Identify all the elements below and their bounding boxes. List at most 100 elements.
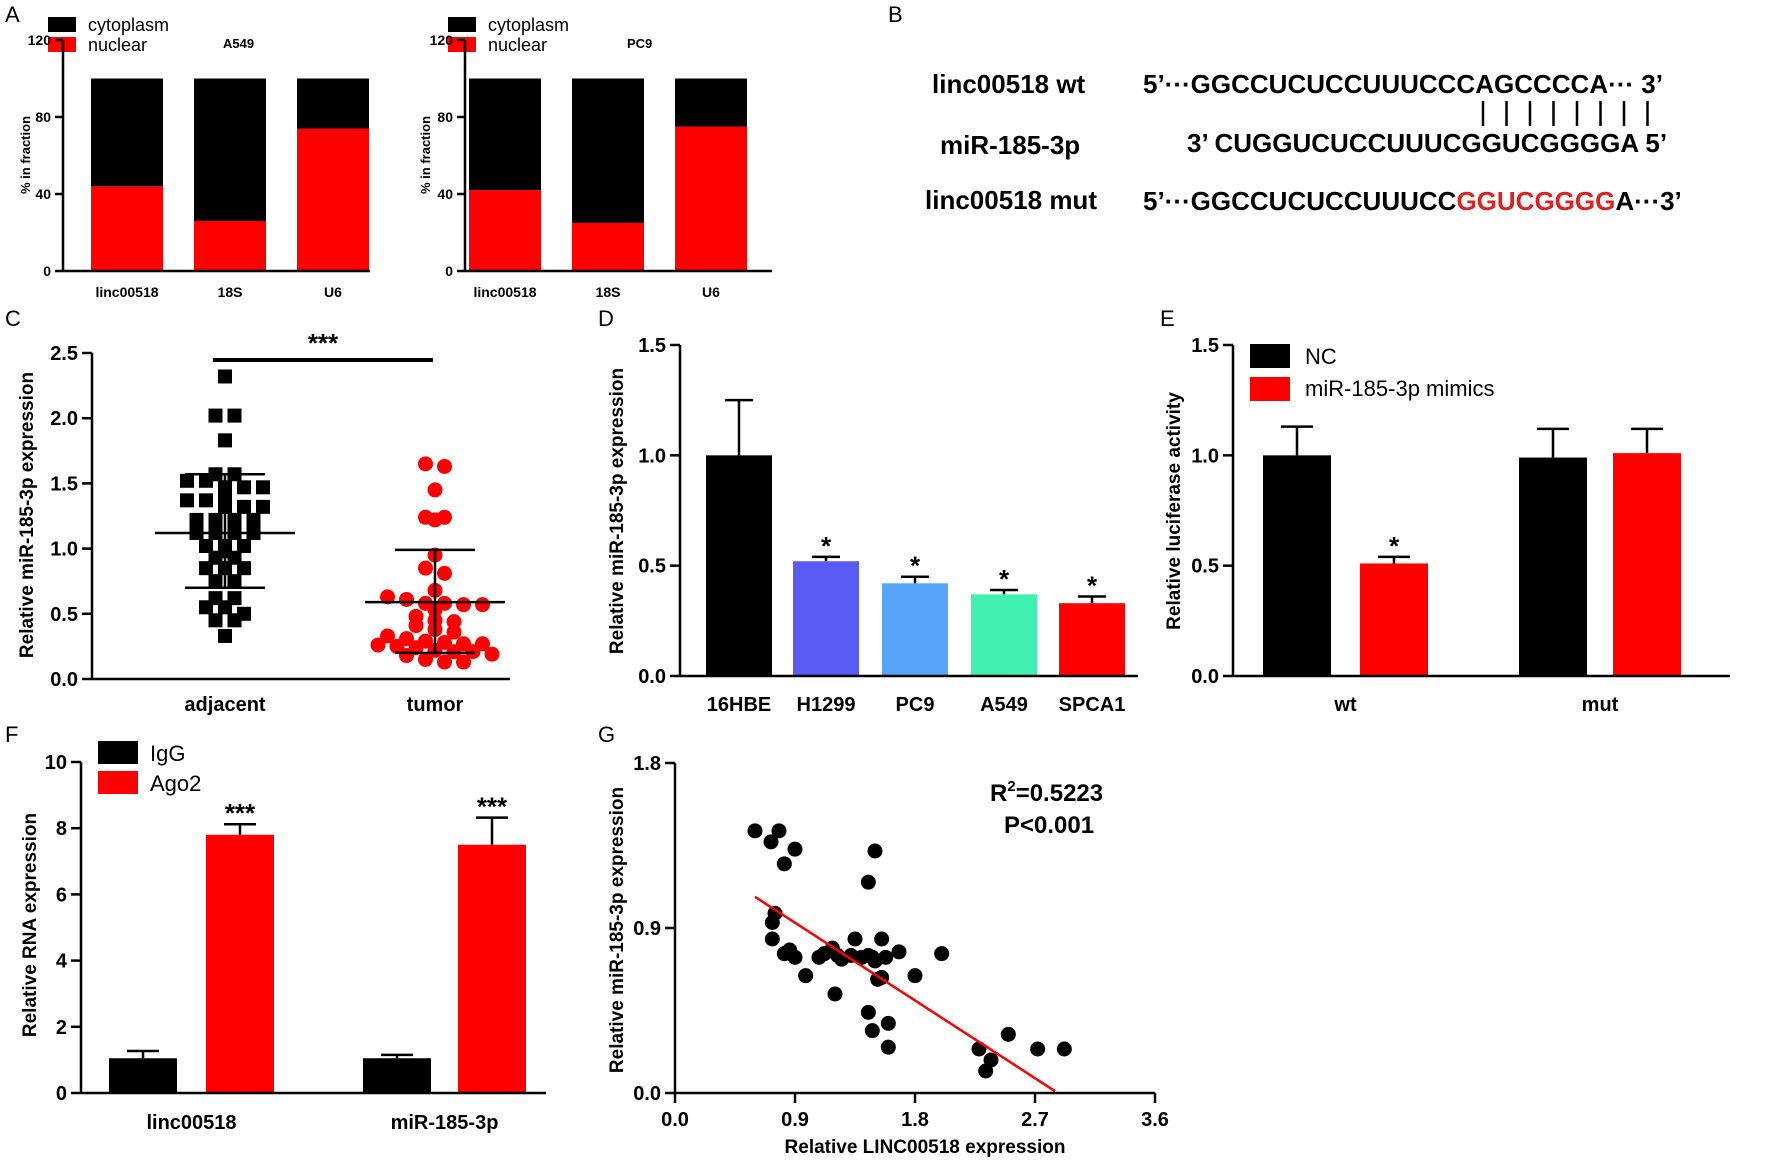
- mut-label: linc00518 mut: [925, 185, 1097, 215]
- data-point-tumor: [399, 591, 414, 607]
- bar-mimics: [1613, 453, 1681, 676]
- data-point-tumor: [418, 595, 433, 611]
- r-squared-label: R2=0.5223: [990, 778, 1103, 807]
- panel-label-g: G: [598, 722, 615, 747]
- data-point: [907, 968, 923, 984]
- panel-label-d: D: [598, 306, 614, 331]
- y-tick-label: 2: [56, 1017, 67, 1039]
- x-tick-label: 2.7: [1021, 1109, 1049, 1131]
- bar: [1059, 603, 1125, 676]
- panel-label-e: E: [1160, 306, 1175, 331]
- data-point-adjacent: [227, 591, 242, 606]
- legend-label-cytoplasm: cytoplasm: [88, 15, 169, 35]
- x-tick-label: PC9: [896, 694, 935, 716]
- bar-nc: [1263, 455, 1331, 676]
- panel-e-chart: Relative luciferase activity NC miR-185-…: [1164, 335, 1730, 716]
- x-tick-label: 1.8: [901, 1109, 929, 1131]
- data-point: [1000, 1026, 1016, 1042]
- x-tick-label: H1299: [797, 694, 856, 716]
- data-point-tumor: [437, 654, 452, 670]
- y-tick-label: 8: [56, 818, 67, 840]
- data-point: [827, 986, 843, 1002]
- wt-sequence: 5’···GGCCUCUCCUUUCCCAGCCCCA··· 3’: [1143, 69, 1663, 99]
- data-point-adjacent: [208, 574, 223, 589]
- legend-swatch-igg: [98, 741, 138, 764]
- data-point: [776, 856, 792, 872]
- data-point-adjacent: [237, 606, 251, 621]
- panel-c-chart: Relative miR-185-3p expression 0.0 0.5 1.0…: [17, 328, 510, 716]
- data-point-tumor: [418, 633, 433, 649]
- x-tick-label: U6: [702, 284, 720, 300]
- bar-significance: ***: [477, 792, 508, 822]
- data-point-adjacent: [208, 613, 223, 628]
- x-tick-label: 3.6: [1141, 1109, 1169, 1131]
- mut-sequence: 5’···GGCCUCUCCUUUCCGGUCGGGGA···3’: [1143, 186, 1682, 216]
- y-tick-label: 0.0: [50, 669, 78, 691]
- y-axis-label: Relative luciferase activity: [1164, 392, 1185, 630]
- panel-a-right-chart: cytoplasm nuclear PC9 % in fraction 0 40 8…: [418, 15, 772, 300]
- data-point: [860, 1004, 876, 1020]
- data-point-adjacent: [237, 480, 251, 495]
- data-point-tumor: [380, 628, 395, 644]
- y-tick-label: 4: [56, 951, 68, 973]
- panel-b-sequences: linc00518 wt miR-185-3p linc00518 mut 5’…: [925, 69, 1682, 216]
- x-tick-label: adjacent: [184, 694, 265, 716]
- data-point-adjacent: [237, 499, 251, 514]
- bar-significance: *: [999, 564, 1010, 594]
- y-tick-label: 6: [56, 884, 67, 906]
- mut-tail: A: [1615, 186, 1634, 216]
- y-tick-label: 40: [437, 186, 453, 202]
- bar-cytoplasm: [297, 78, 369, 129]
- y-tick-label: 0: [43, 263, 51, 279]
- data-point-tumor: [418, 651, 433, 667]
- data-point: [847, 931, 863, 947]
- panel-d-chart: Relative miR-185-3p expression 0.0 0.5 1.0…: [607, 335, 1138, 716]
- data-point-adjacent: [218, 369, 232, 384]
- y-tick-label: 0.5: [638, 556, 666, 578]
- y-tick-label: 0.0: [1191, 666, 1219, 688]
- x-tick-label: tumor: [407, 694, 464, 716]
- data-point-adjacent: [227, 512, 242, 527]
- y-tick-label: 0.0: [638, 666, 666, 688]
- y-axis-label: % in fraction: [418, 116, 433, 194]
- data-point: [971, 1041, 987, 1057]
- bar-ago2: [458, 844, 526, 1093]
- data-point: [787, 949, 803, 965]
- data-point: [764, 931, 780, 947]
- x-tick-label: 0.9: [781, 1109, 809, 1131]
- data-point-adjacent: [256, 499, 270, 514]
- y-tick-label: 120: [430, 32, 454, 48]
- data-point-tumor: [408, 608, 424, 624]
- bar-nuclear: [675, 126, 747, 271]
- legend-swatch-nuclear: [448, 37, 476, 52]
- data-point-tumor: [399, 631, 414, 647]
- bar-cytoplasm: [91, 78, 163, 187]
- chart-title-pc9: PC9: [627, 36, 652, 51]
- regression-line: [754, 895, 1056, 1093]
- mir-prefix: 3’: [1187, 128, 1214, 158]
- legend-label-cytoplasm: cytoplasm: [488, 15, 569, 35]
- mir-suffix: 5’: [1638, 128, 1667, 158]
- bar-nuclear: [91, 186, 163, 271]
- data-point-tumor: [437, 509, 452, 525]
- data-point: [787, 841, 803, 857]
- x-tick-label: 18S: [218, 284, 243, 300]
- legend-label-mimics: miR-185-3p mimics: [1305, 376, 1494, 401]
- legend-label-nuclear: nuclear: [88, 35, 147, 55]
- legend-label-igg: IgG: [150, 741, 185, 766]
- bar-nuclear: [469, 190, 541, 271]
- bar-igg: [109, 1058, 177, 1093]
- y-tick-label: 1.0: [50, 539, 78, 561]
- data-point-tumor: [437, 634, 452, 650]
- y-tick-label: 2.5: [50, 343, 78, 365]
- data-point-tumor: [446, 614, 462, 630]
- data-point-tumor: [446, 624, 462, 640]
- data-point-adjacent: [180, 493, 194, 508]
- legend-label-ago2: Ago2: [150, 771, 201, 796]
- bar-significance: *: [910, 551, 921, 581]
- data-point-adjacent: [208, 512, 223, 527]
- bar: [882, 583, 948, 676]
- y-tick-label: 0.0: [633, 1083, 661, 1105]
- data-point-tumor: [418, 509, 433, 525]
